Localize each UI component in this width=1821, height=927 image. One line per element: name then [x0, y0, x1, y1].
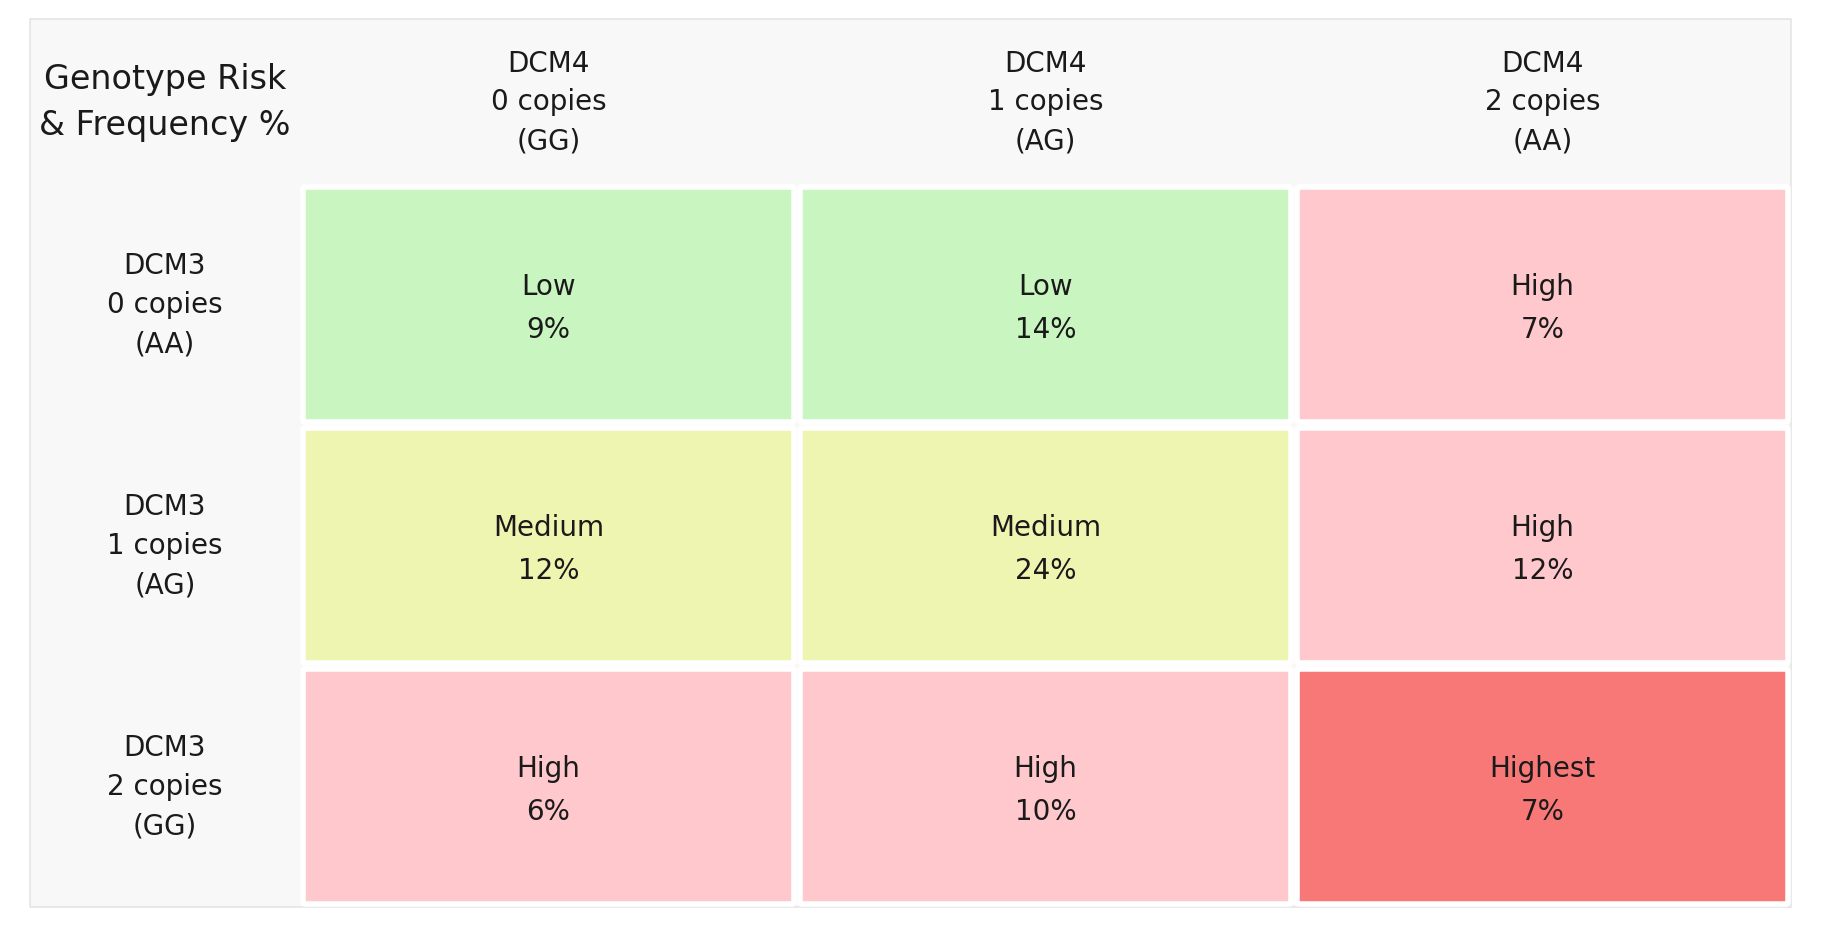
Text: High: High	[1511, 273, 1575, 301]
Text: 14%: 14%	[1014, 315, 1076, 343]
Text: Genotype Risk
& Frequency %: Genotype Risk & Frequency %	[40, 63, 291, 142]
Text: DCM3
0 copies
(AA): DCM3 0 copies (AA)	[107, 252, 222, 358]
FancyBboxPatch shape	[1297, 428, 1788, 664]
Text: 12%: 12%	[1511, 556, 1573, 584]
FancyBboxPatch shape	[799, 669, 1291, 904]
Text: 12%: 12%	[517, 556, 579, 584]
FancyBboxPatch shape	[799, 188, 1291, 423]
Text: DCM3
2 copies
(GG): DCM3 2 copies (GG)	[107, 733, 222, 840]
Text: High: High	[517, 755, 581, 782]
FancyBboxPatch shape	[29, 20, 1792, 907]
FancyBboxPatch shape	[302, 428, 794, 664]
Text: 9%: 9%	[526, 315, 570, 343]
Text: 24%: 24%	[1014, 556, 1076, 584]
FancyBboxPatch shape	[302, 669, 794, 904]
Text: High: High	[1014, 755, 1078, 782]
Text: DCM4
1 copies
(AG): DCM4 1 copies (AG)	[987, 49, 1104, 156]
Text: High: High	[1511, 514, 1575, 542]
FancyBboxPatch shape	[1297, 669, 1788, 904]
FancyBboxPatch shape	[799, 428, 1291, 664]
Text: 7%: 7%	[1521, 796, 1564, 825]
Text: Medium: Medium	[991, 514, 1102, 542]
Text: DCM4
0 copies
(GG): DCM4 0 copies (GG)	[490, 49, 606, 156]
Text: 6%: 6%	[526, 796, 570, 825]
FancyBboxPatch shape	[302, 188, 794, 423]
Text: 10%: 10%	[1014, 796, 1076, 825]
Text: Low: Low	[1018, 273, 1073, 301]
FancyBboxPatch shape	[1297, 188, 1788, 423]
Text: DCM3
1 copies
(AG): DCM3 1 copies (AG)	[107, 493, 222, 599]
Text: Medium: Medium	[493, 514, 605, 542]
Text: 7%: 7%	[1521, 315, 1564, 343]
Text: DCM4
2 copies
(AA): DCM4 2 copies (AA)	[1484, 49, 1601, 156]
Text: Low: Low	[521, 273, 575, 301]
Text: Highest: Highest	[1490, 755, 1595, 782]
